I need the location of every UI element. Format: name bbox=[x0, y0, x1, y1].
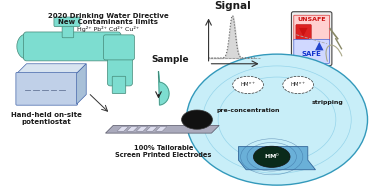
Text: SAFE: SAFE bbox=[302, 51, 322, 57]
Polygon shape bbox=[117, 127, 129, 131]
Text: ▼: ▼ bbox=[299, 26, 308, 36]
FancyBboxPatch shape bbox=[23, 32, 121, 61]
Text: New Contaminants limits: New Contaminants limits bbox=[58, 19, 158, 26]
Text: pre-concentration: pre-concentration bbox=[216, 108, 280, 112]
Text: HM$^{n+}$: HM$^{n+}$ bbox=[290, 81, 306, 89]
Polygon shape bbox=[156, 127, 167, 131]
Ellipse shape bbox=[181, 110, 212, 129]
Polygon shape bbox=[158, 71, 169, 105]
Text: Hand-held on-site
potentiostat: Hand-held on-site potentiostat bbox=[11, 112, 82, 125]
Polygon shape bbox=[239, 147, 316, 170]
Ellipse shape bbox=[253, 146, 290, 167]
Polygon shape bbox=[105, 125, 219, 133]
FancyBboxPatch shape bbox=[107, 49, 132, 86]
FancyBboxPatch shape bbox=[296, 24, 311, 40]
Ellipse shape bbox=[17, 34, 36, 59]
Text: stripping: stripping bbox=[311, 100, 343, 105]
Text: ▲: ▲ bbox=[316, 41, 324, 51]
Polygon shape bbox=[127, 127, 138, 131]
Ellipse shape bbox=[186, 54, 367, 185]
Polygon shape bbox=[77, 64, 86, 104]
Polygon shape bbox=[136, 127, 148, 131]
FancyBboxPatch shape bbox=[62, 22, 74, 38]
Text: UNSAFE: UNSAFE bbox=[297, 17, 326, 22]
FancyBboxPatch shape bbox=[294, 15, 330, 40]
Ellipse shape bbox=[283, 76, 314, 94]
FancyBboxPatch shape bbox=[291, 12, 332, 66]
Text: Sample: Sample bbox=[151, 55, 189, 64]
Text: HM$^{n+}$: HM$^{n+}$ bbox=[240, 81, 256, 89]
FancyBboxPatch shape bbox=[104, 35, 135, 60]
FancyBboxPatch shape bbox=[294, 39, 330, 63]
Polygon shape bbox=[17, 64, 86, 73]
Polygon shape bbox=[146, 127, 157, 131]
FancyBboxPatch shape bbox=[16, 72, 77, 105]
Text: HM$^0$: HM$^0$ bbox=[264, 152, 280, 161]
Text: 100% Tailorable
Screen Printed Electrodes: 100% Tailorable Screen Printed Electrode… bbox=[115, 145, 211, 158]
FancyBboxPatch shape bbox=[112, 76, 126, 94]
Text: 2020 Drinking Water Directive: 2020 Drinking Water Directive bbox=[48, 13, 169, 19]
Text: Hg²⁺ Pb²⁺ Cd²⁺ Cu²⁺: Hg²⁺ Pb²⁺ Cd²⁺ Cu²⁺ bbox=[77, 26, 139, 32]
FancyBboxPatch shape bbox=[54, 17, 80, 27]
Ellipse shape bbox=[232, 76, 263, 94]
Text: Signal: Signal bbox=[214, 1, 251, 11]
